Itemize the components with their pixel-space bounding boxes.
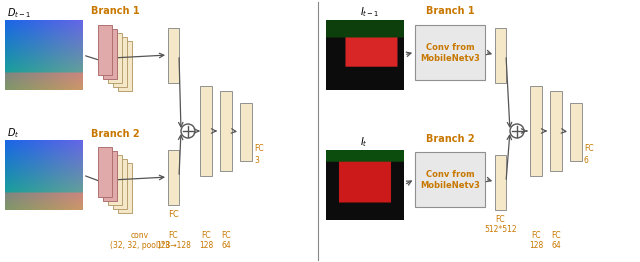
Bar bbox=[103, 151, 117, 201]
Text: 128→128: 128→128 bbox=[156, 241, 191, 250]
Bar bbox=[168, 28, 179, 83]
Bar bbox=[415, 152, 485, 207]
Text: FC: FC bbox=[201, 231, 211, 240]
Bar bbox=[118, 41, 132, 91]
Text: FC: FC bbox=[168, 210, 179, 219]
Text: Branch 2: Branch 2 bbox=[91, 129, 140, 139]
Text: $D_t$: $D_t$ bbox=[7, 126, 19, 140]
Bar bbox=[570, 103, 582, 161]
Text: FC: FC bbox=[254, 144, 264, 153]
Text: FC: FC bbox=[531, 231, 541, 240]
Bar bbox=[98, 25, 112, 75]
Text: 512*512: 512*512 bbox=[484, 225, 517, 234]
Bar bbox=[103, 29, 117, 79]
Text: $I_{t-1}$: $I_{t-1}$ bbox=[360, 5, 380, 19]
Text: $I_t$: $I_t$ bbox=[360, 135, 368, 149]
Bar bbox=[118, 163, 132, 213]
Text: 6: 6 bbox=[584, 156, 589, 165]
Text: FC: FC bbox=[169, 231, 179, 240]
Text: 128: 128 bbox=[529, 241, 543, 250]
Bar bbox=[495, 155, 506, 210]
Bar bbox=[415, 25, 485, 80]
Bar bbox=[113, 37, 127, 87]
Bar bbox=[550, 91, 562, 171]
Text: FC: FC bbox=[496, 215, 506, 224]
Bar bbox=[98, 147, 112, 197]
Bar bbox=[200, 86, 212, 176]
Text: FC: FC bbox=[584, 144, 594, 153]
Bar bbox=[220, 91, 232, 171]
Text: 3: 3 bbox=[254, 156, 259, 165]
Bar bbox=[240, 103, 252, 161]
Bar bbox=[108, 33, 122, 83]
Bar bbox=[495, 28, 506, 83]
Bar bbox=[113, 159, 127, 209]
Text: Conv from: Conv from bbox=[426, 170, 474, 179]
Text: $D_{t-1}$: $D_{t-1}$ bbox=[7, 6, 31, 20]
Text: FC: FC bbox=[221, 231, 231, 240]
Text: Branch 2: Branch 2 bbox=[426, 134, 474, 144]
Bar bbox=[108, 155, 122, 205]
Text: 64: 64 bbox=[221, 241, 231, 250]
Text: FC: FC bbox=[551, 231, 561, 240]
Text: MobileNetv3: MobileNetv3 bbox=[420, 181, 480, 190]
Text: MobileNetv3: MobileNetv3 bbox=[420, 54, 480, 63]
Text: (32, 32, pool)*3: (32, 32, pool)*3 bbox=[110, 241, 170, 250]
Text: Branch 1: Branch 1 bbox=[426, 6, 474, 16]
Bar bbox=[530, 86, 542, 176]
Bar bbox=[168, 150, 179, 205]
Text: conv: conv bbox=[131, 231, 149, 240]
Text: Conv from: Conv from bbox=[426, 43, 474, 52]
Text: 64: 64 bbox=[551, 241, 561, 250]
Text: 128: 128 bbox=[199, 241, 213, 250]
Text: Branch 1: Branch 1 bbox=[91, 6, 140, 16]
